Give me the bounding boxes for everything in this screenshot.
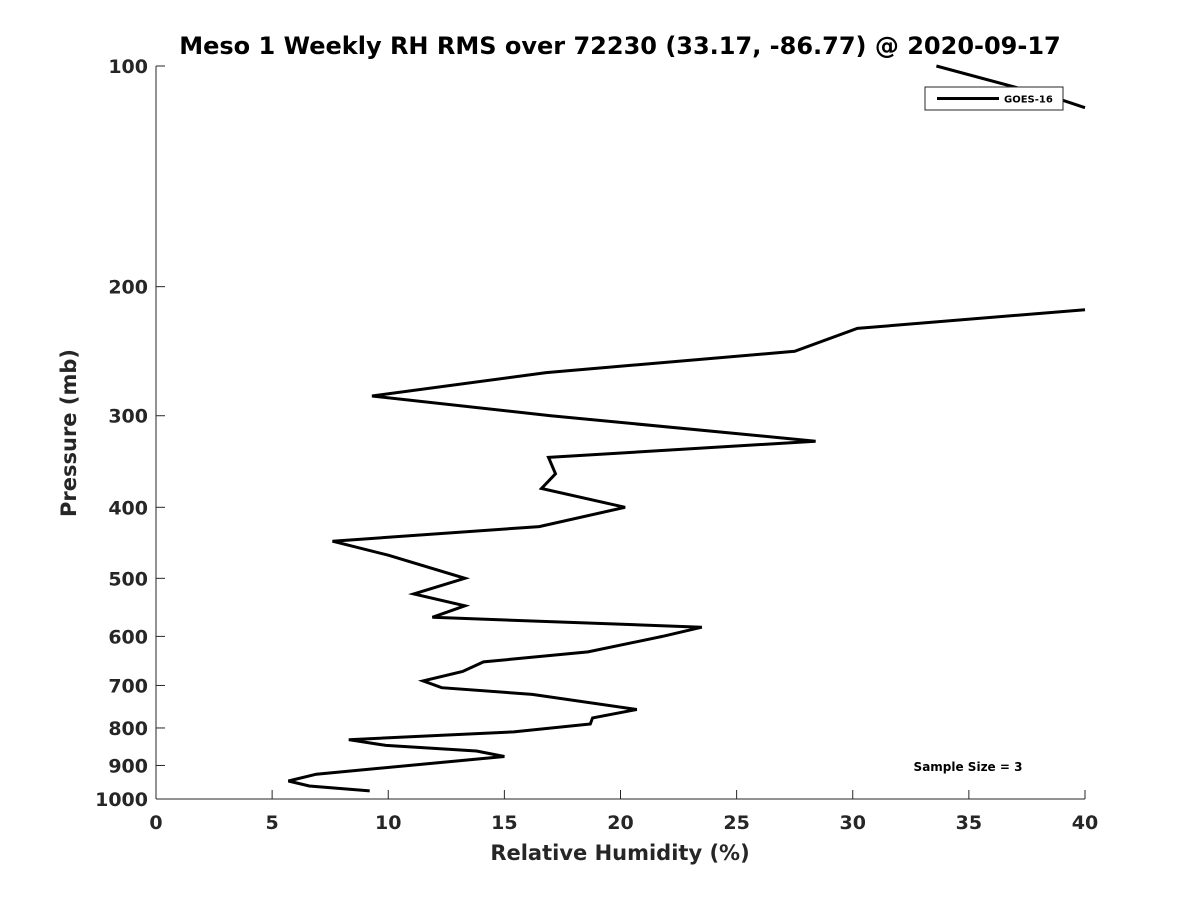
x-axis-label: Relative Humidity (%) — [490, 841, 749, 865]
sample-size-note: Sample Size = 3 — [914, 760, 1023, 774]
y-tick-label: 300 — [108, 406, 148, 428]
axes — [155, 66, 1085, 800]
series-line-0 — [288, 308, 1086, 793]
series-layer — [288, 64, 1086, 793]
x-tick-label: 30 — [840, 812, 866, 834]
x-tick-label: 15 — [491, 812, 517, 834]
x-tick-label: 35 — [956, 812, 982, 834]
y-tick-label: 100 — [108, 56, 148, 78]
x-tick-label: 10 — [375, 812, 401, 834]
y-tick-label: 500 — [108, 568, 148, 590]
x-tick-label: 0 — [149, 812, 162, 834]
chart-title: Meso 1 Weekly RH RMS over 72230 (33.17, … — [179, 32, 1061, 60]
legend: GOES-16 — [924, 86, 1064, 111]
x-tick-label: 5 — [266, 812, 279, 834]
x-tick-label: 25 — [723, 812, 749, 834]
y-tick-label: 400 — [108, 497, 148, 519]
y-tick-label: 700 — [108, 675, 148, 697]
y-tick-label: 200 — [108, 277, 148, 299]
y-axis-label: Pressure (mb) — [57, 349, 81, 517]
y-tick-label: 800 — [108, 718, 148, 740]
y-tick-label: 1000 — [95, 789, 148, 811]
legend-label: GOES-16 — [1004, 95, 1053, 106]
y-tick-label: 900 — [108, 755, 148, 777]
x-tick-label: 40 — [1072, 812, 1098, 834]
x-tick-label: 20 — [607, 812, 633, 834]
y-tick-label: 600 — [108, 626, 148, 648]
ticks: 0 5 10 15 20 25 30 35 40 100 200 300 400 500 600 700 800… — [95, 56, 1098, 834]
